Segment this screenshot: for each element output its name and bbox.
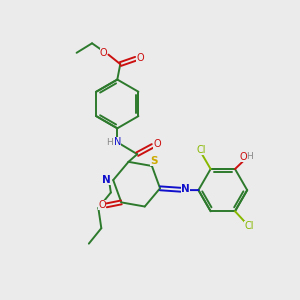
Text: O: O	[136, 53, 144, 63]
Text: H: H	[246, 152, 253, 161]
Text: Cl: Cl	[244, 221, 254, 231]
Text: N: N	[181, 184, 190, 194]
Text: O: O	[100, 48, 107, 58]
Text: Cl: Cl	[197, 145, 206, 155]
Text: H: H	[106, 138, 113, 147]
Text: O: O	[239, 152, 247, 162]
Text: O: O	[98, 200, 106, 210]
Text: N: N	[114, 137, 121, 147]
Text: S: S	[150, 156, 158, 166]
Text: O: O	[153, 140, 160, 149]
Text: N: N	[102, 175, 111, 185]
